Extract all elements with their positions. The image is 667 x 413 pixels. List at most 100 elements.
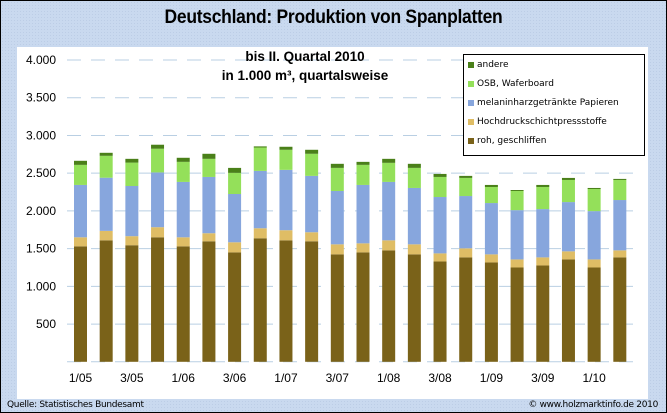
bar-segment-hochdruckschichtpressstoffe [484,254,498,263]
bar-segment-roh [613,257,627,362]
y-tick-label: 3.500 [26,91,56,105]
legend-item-osb: OSB, Waferboard [468,78,554,90]
bar-segment-roh [433,261,447,362]
bar-segment-roh [202,241,216,362]
bar-segment-andere [407,163,421,168]
bar-segment-melaninharzgetränkte [407,187,421,245]
bar-segment-andere [382,158,396,163]
y-tick-label: 500 [36,317,56,331]
bar-segment-andere [74,160,87,165]
bar-segment-hochdruckschichtpressstoffe [613,250,627,258]
bar-segment-osb [305,153,319,176]
bar-segment-melaninharzgetränkte [176,181,190,238]
legend-item-melamin: melaninharzgetränkte Papieren [468,97,619,109]
legend-label: Hochdruckschichtpressstoffe [477,117,607,127]
bar-segment-roh [151,237,165,362]
legend-item-hpl: Hochdruckschichtpressstoffe [468,116,607,128]
bar-segment-melaninharzgetränkte [561,202,575,252]
bar-segment-andere [176,157,190,162]
bar-segment-osb [253,147,267,171]
bar-segment-andere [125,158,139,163]
x-tick-label: 1/05 [69,371,93,385]
bar-segment-andere [536,184,550,187]
bar-segment-melaninharzgetränkte [613,200,627,251]
bar-segment-roh [536,265,550,362]
bar-segment-andere [228,167,242,173]
y-tick-label: 4.000 [26,53,56,67]
bar-segment-melaninharzgetränkte [125,186,139,237]
bar-segment-andere [151,144,165,149]
bar-segment-melaninharzgetränkte [202,176,216,234]
x-tick-label: 1/08 [377,371,401,385]
bar-segment-osb [561,179,575,203]
x-tick-label: 1/07 [274,371,298,385]
bar-segment-osb [279,149,293,170]
bar-segment-melaninharzgetränkte [356,184,370,244]
copyright-note: © www.holzmarktinfo.de 2010 [528,400,658,410]
bar-segment-roh [407,254,421,362]
bar-segment-melaninharzgetränkte [99,177,113,231]
bar-segment-andere [459,175,473,178]
legend: andere OSB, Waferboard melaninharzgeträn… [463,54,645,156]
bar-segment-roh [228,252,242,362]
bar-segment-andere [356,161,370,165]
bar-segment-hochdruckschichtpressstoffe [99,230,113,241]
bar-segment-melaninharzgetränkte [305,175,319,233]
bar-segment-osb [433,176,447,198]
bar-segment-melaninharzgetränkte [330,190,344,245]
bar-segment-osb [510,190,524,211]
bar-segment-osb [356,164,370,185]
bar-segment-hochdruckschichtpressstoffe [407,244,421,255]
bar-segment-roh [176,246,190,362]
source-note: Quelle: Statistisches Bundesamt [7,400,144,410]
bar-segment-hochdruckschichtpressstoffe [279,230,293,241]
bar-segment-osb [202,158,216,177]
bar-segment-hochdruckschichtpressstoffe [356,243,370,253]
bar-segment-hochdruckschichtpressstoffe [74,237,87,247]
bar-segment-hochdruckschichtpressstoffe [253,228,267,239]
y-tick-label: 1.000 [26,279,56,293]
legend-item-roh: roh, geschliffen [468,135,546,147]
x-tick-label: 3/06 [223,371,247,385]
bar-segment-andere [561,177,575,180]
bar-segment-melaninharzgetränkte [433,197,447,254]
legend-label: andere [477,60,509,70]
bar-segment-andere [613,178,627,180]
bar-segment-osb [536,186,550,210]
bar-segment-andere [99,152,113,156]
bar-segment-andere [433,173,447,177]
chart-title: Deutschland: Produktion von Spanplatten [164,7,503,28]
x-tick-label: 3/07 [326,371,350,385]
chart-svg: 500 1.000 1.500 2.000 2.500 3.000 3.500 4.000 bi… [26,49,642,385]
y-tick-label: 3.000 [26,128,56,142]
legend-swatch [468,81,474,87]
bar-segment-roh [125,245,139,362]
legend-label: roh, geschliffen [477,136,547,146]
y-tick-label: 1.500 [26,242,56,256]
legend-label: OSB, Waferboard [477,79,554,89]
y-tick-label: 2.500 [26,166,56,180]
bar-segment-roh [382,250,396,362]
bar-segment-hochdruckschichtpressstoffe [151,227,165,238]
legend-swatch [468,119,474,125]
bar-segment-melaninharzgetränkte [536,209,550,258]
bar-segment-osb [407,167,421,188]
bar-segment-osb [151,148,165,173]
bar-segment-roh [330,254,344,362]
bar-segment-melaninharzgetränkte [74,184,87,238]
bar-segment-roh [459,257,473,362]
legend-label: melaninharzgetränkte Papieren [477,98,619,108]
bar-segment-andere [510,190,524,191]
chart-subtitle-line: bis II. Quartal 2010 [245,49,364,64]
bar-segment-osb [330,167,344,191]
bar-segment-osb [228,172,242,194]
bar-segment-roh [510,267,524,362]
bar-segment-osb [74,164,87,185]
bar-segment-roh [74,246,87,362]
bar-segment-hochdruckschichtpressstoffe [305,232,319,242]
x-tick-label: 1/09 [480,371,504,385]
bar-segment-melaninharzgetränkte [151,172,165,228]
bar-segment-hochdruckschichtpressstoffe [382,240,396,251]
chart-subtitle-line: in 1.000 m³, quartalsweise [222,68,389,83]
